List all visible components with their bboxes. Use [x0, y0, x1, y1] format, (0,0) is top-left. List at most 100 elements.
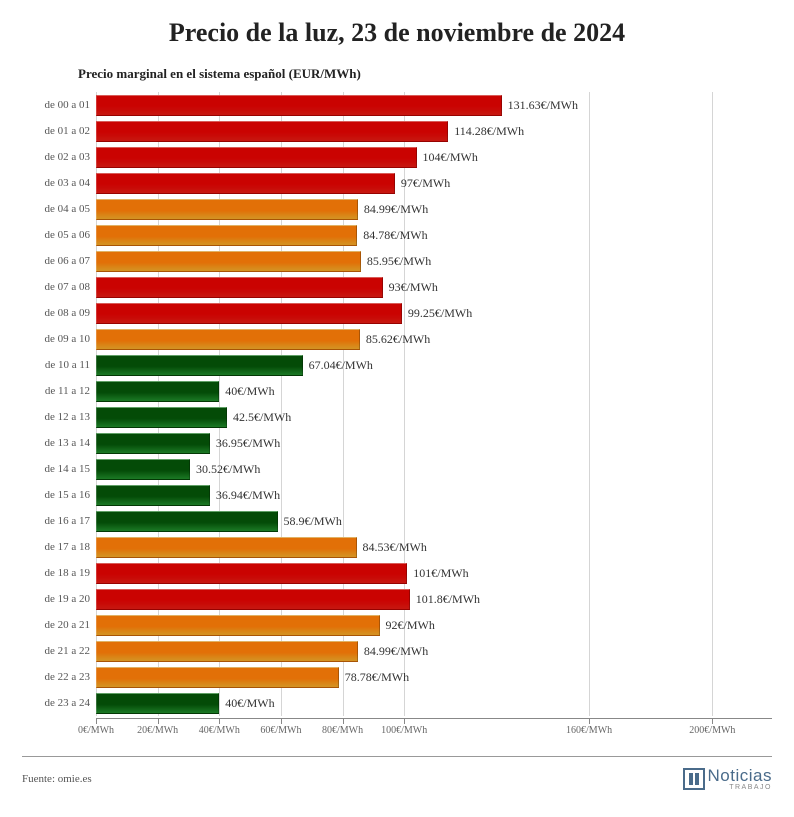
y-axis-label: de 16 a 17 [30, 515, 90, 527]
value-label: 84.99€/MWh [364, 644, 428, 659]
bar [96, 667, 339, 688]
bar [96, 615, 380, 636]
bar-row: de 23 a 2440€/MWh [96, 690, 772, 716]
value-label: 85.95€/MWh [367, 254, 431, 269]
bar [96, 381, 219, 402]
value-label: 36.94€/MWh [216, 488, 280, 503]
bar-row: de 20 a 2192€/MWh [96, 612, 772, 638]
footer: Fuente: omie.es Noticias TRABAJO [22, 756, 772, 791]
y-axis-label: de 18 a 19 [30, 567, 90, 579]
bar [96, 173, 395, 194]
bar-row: de 12 a 1342.5€/MWh [96, 404, 772, 430]
chart-title: Precio de la luz, 23 de noviembre de 202… [22, 18, 772, 48]
x-tick [96, 719, 97, 724]
x-tick [343, 719, 344, 724]
bar [96, 433, 210, 454]
brand-logo: Noticias TRABAJO [683, 767, 772, 791]
value-label: 84.53€/MWh [363, 540, 427, 555]
x-axis: 0€/MWh20€/MWh40€/MWh60€/MWh80€/MWh100€/M… [96, 718, 772, 748]
x-tick [158, 719, 159, 724]
value-label: 78.78€/MWh [345, 670, 409, 685]
y-axis-label: de 19 a 20 [30, 593, 90, 605]
value-label: 93€/MWh [389, 280, 438, 295]
bar [96, 147, 417, 168]
x-tick-label: 20€/MWh [137, 725, 178, 736]
x-tick [404, 719, 405, 724]
bar-row: de 13 a 1436.95€/MWh [96, 430, 772, 456]
bar-row: de 01 a 02114.28€/MWh [96, 118, 772, 144]
value-label: 131.63€/MWh [508, 98, 578, 113]
bar-row: de 08 a 0999.25€/MWh [96, 300, 772, 326]
bar-row: de 09 a 1085.62€/MWh [96, 326, 772, 352]
value-label: 114.28€/MWh [454, 124, 524, 139]
x-tick [281, 719, 282, 724]
value-label: 104€/MWh [423, 150, 478, 165]
y-axis-label: de 02 a 03 [30, 151, 90, 163]
bar-row: de 14 a 1530.52€/MWh [96, 456, 772, 482]
x-tick-label: 80€/MWh [322, 725, 363, 736]
x-tick-label: 200€/MWh [689, 725, 735, 736]
chart-container: Precio de la luz, 23 de noviembre de 202… [0, 0, 794, 801]
bar-row: de 18 a 19101€/MWh [96, 560, 772, 586]
bar-row: de 22 a 2378.78€/MWh [96, 664, 772, 690]
value-label: 58.9€/MWh [284, 514, 342, 529]
y-axis-label: de 15 a 16 [30, 489, 90, 501]
y-axis-label: de 08 a 09 [30, 307, 90, 319]
bar [96, 407, 227, 428]
x-tick-label: 60€/MWh [260, 725, 301, 736]
value-label: 36.95€/MWh [216, 436, 280, 451]
bar [96, 355, 303, 376]
bar-row: de 21 a 2284.99€/MWh [96, 638, 772, 664]
y-axis-label: de 17 a 18 [30, 541, 90, 553]
bar-row: de 07 a 0893€/MWh [96, 274, 772, 300]
bar [96, 485, 210, 506]
x-tick [219, 719, 220, 724]
y-axis-label: de 04 a 05 [30, 203, 90, 215]
bar [96, 225, 357, 246]
bar-row: de 04 a 0584.99€/MWh [96, 196, 772, 222]
source-text: Fuente: omie.es [22, 773, 92, 785]
bar-row: de 03 a 0497€/MWh [96, 170, 772, 196]
bar-row: de 16 a 1758.9€/MWh [96, 508, 772, 534]
bar [96, 641, 358, 662]
value-label: 84.78€/MWh [363, 228, 427, 243]
y-axis-label: de 09 a 10 [30, 333, 90, 345]
brand-main: Noticias [708, 767, 772, 784]
x-tick-label: 40€/MWh [199, 725, 240, 736]
y-axis-label: de 14 a 15 [30, 463, 90, 475]
bar-row: de 10 a 1167.04€/MWh [96, 352, 772, 378]
bar-row: de 15 a 1636.94€/MWh [96, 482, 772, 508]
bar-row: de 00 a 01131.63€/MWh [96, 92, 772, 118]
brand-icon [683, 768, 705, 790]
x-tick-label: 160€/MWh [566, 725, 612, 736]
bar [96, 199, 358, 220]
y-axis-label: de 10 a 11 [30, 359, 90, 371]
y-axis-label: de 21 a 22 [30, 645, 90, 657]
y-axis-label: de 05 a 06 [30, 229, 90, 241]
brand-text: Noticias TRABAJO [708, 767, 772, 791]
value-label: 101.8€/MWh [416, 592, 480, 607]
y-axis-label: de 07 a 08 [30, 281, 90, 293]
bar [96, 277, 383, 298]
value-label: 85.62€/MWh [366, 332, 430, 347]
brand-sub: TRABAJO [708, 784, 772, 791]
y-axis-label: de 23 a 24 [30, 697, 90, 709]
bar [96, 537, 357, 558]
bar-row: de 05 a 0684.78€/MWh [96, 222, 772, 248]
bar [96, 329, 360, 350]
bar-row: de 19 a 20101.8€/MWh [96, 586, 772, 612]
bar [96, 693, 219, 714]
bar-row: de 02 a 03104€/MWh [96, 144, 772, 170]
bar [96, 95, 502, 116]
plot-area: de 00 a 01131.63€/MWhde 01 a 02114.28€/M… [96, 92, 772, 716]
bar [96, 511, 278, 532]
y-axis-label: de 06 a 07 [30, 255, 90, 267]
value-label: 101€/MWh [413, 566, 468, 581]
bar-row: de 06 a 0785.95€/MWh [96, 248, 772, 274]
value-label: 40€/MWh [225, 696, 274, 711]
y-axis-label: de 13 a 14 [30, 437, 90, 449]
bar [96, 303, 402, 324]
bar [96, 121, 448, 142]
value-label: 42.5€/MWh [233, 410, 291, 425]
bars-group: de 00 a 01131.63€/MWhde 01 a 02114.28€/M… [96, 92, 772, 716]
